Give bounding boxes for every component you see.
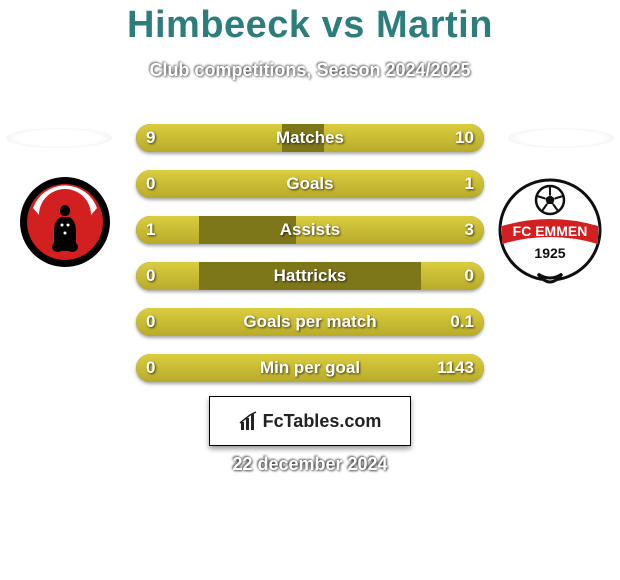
stat-row: Matches9 10 bbox=[136, 124, 484, 152]
stat-value-left: 0 bbox=[146, 262, 155, 290]
brand-box: FcTables.com bbox=[209, 396, 411, 446]
stat-label: Matches bbox=[136, 124, 484, 152]
team-crest-left-icon bbox=[18, 175, 112, 269]
stat-value-right: 1 bbox=[465, 170, 474, 198]
stat-row: Hattricks0 0 bbox=[136, 262, 484, 290]
stat-value-right: 10 bbox=[455, 124, 474, 152]
team-logo-left bbox=[18, 175, 112, 274]
team-logo-right: FC EMMEN 1925 bbox=[498, 178, 602, 293]
comparison-canvas: Himbeeck vs Martin Club competitions, Se… bbox=[0, 0, 620, 580]
team-crest-right-icon: FC EMMEN 1925 bbox=[498, 178, 602, 288]
team-right-year: 1925 bbox=[534, 245, 565, 261]
comparison-bars: Matches910Goals01Assists13Hattricks00Goa… bbox=[136, 124, 484, 400]
stat-label: Goals per match bbox=[136, 308, 484, 336]
stat-label: Assists bbox=[136, 216, 484, 244]
stat-value-right: 1143 bbox=[437, 354, 474, 382]
stat-label: Goals bbox=[136, 170, 484, 198]
stat-label: Min per goal bbox=[136, 354, 484, 382]
brand-text: FcTables.com bbox=[239, 410, 382, 432]
page-subtitle: Club competitions, Season 2024/2025 bbox=[0, 60, 620, 81]
date-label: 22 december 2024 bbox=[0, 454, 620, 475]
stat-value-right: 0.1 bbox=[450, 308, 474, 336]
stat-value-left: 0 bbox=[146, 308, 155, 336]
stat-row: Assists1 3 bbox=[136, 216, 484, 244]
stat-row: Goals per match0 0.1 bbox=[136, 308, 484, 336]
logo-shadow-right bbox=[508, 128, 614, 148]
stat-value-left: 0 bbox=[146, 170, 155, 198]
stat-value-left: 1 bbox=[146, 216, 155, 244]
stat-value-left: 0 bbox=[146, 354, 155, 382]
bar-chart-icon bbox=[239, 410, 261, 432]
stat-row: Goals0 1 bbox=[136, 170, 484, 198]
page-title: Himbeeck vs Martin bbox=[0, 4, 620, 47]
stat-value-left: 9 bbox=[146, 124, 155, 152]
team-right-name: FC EMMEN bbox=[513, 223, 588, 239]
stat-row: Min per goal0 1143 bbox=[136, 354, 484, 382]
stat-value-right: 0 bbox=[465, 262, 474, 290]
stat-label: Hattricks bbox=[136, 262, 484, 290]
brand-label: FcTables.com bbox=[263, 411, 382, 432]
stat-value-right: 3 bbox=[465, 216, 474, 244]
logo-shadow-left bbox=[6, 128, 112, 148]
